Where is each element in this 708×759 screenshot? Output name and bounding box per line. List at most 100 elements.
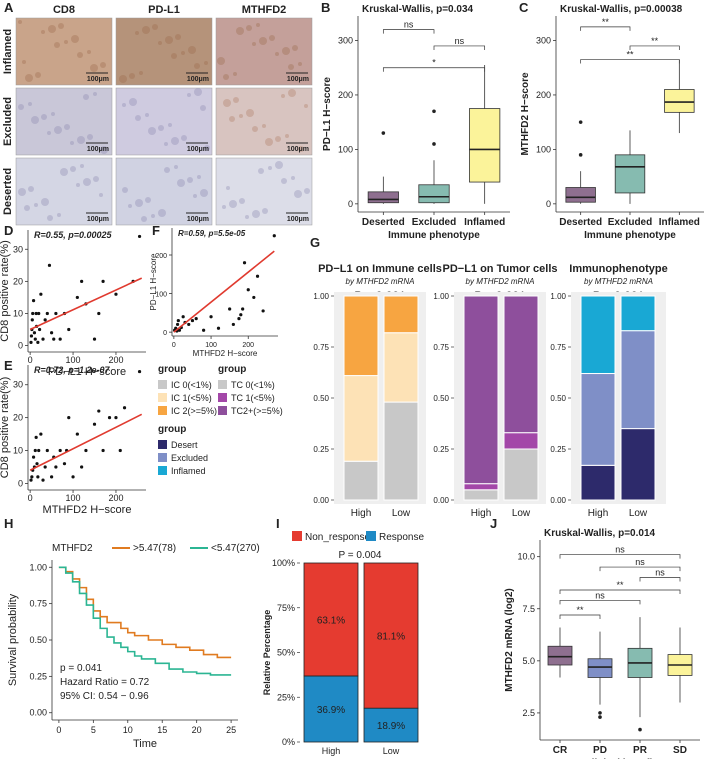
tissue-texture	[31, 116, 39, 124]
data-point	[50, 331, 54, 335]
regression-line	[29, 277, 143, 331]
tissue-texture	[304, 188, 310, 194]
x-tick-label: 5	[91, 725, 96, 735]
chart-title: Kruskal-Wallis, p=0.00038	[560, 4, 683, 15]
data-point	[35, 462, 39, 466]
y-tick-label: 1.00	[29, 562, 47, 572]
correlation-stat: R=0.55, p=0.00025	[34, 230, 113, 240]
tissue-texture	[268, 166, 272, 170]
tissue-texture	[48, 25, 56, 33]
y-tick-label: 0	[348, 199, 353, 209]
y-tick-label: 200	[155, 253, 167, 260]
data-point	[187, 322, 191, 327]
y-tick-label: 10.0	[517, 552, 535, 562]
x-tick-label: High	[471, 508, 492, 519]
tissue-texture	[275, 161, 283, 169]
x-tick-label: 100	[205, 342, 217, 349]
data-point	[37, 448, 41, 453]
tissue-texture	[165, 36, 173, 44]
y-tick-label: 0	[546, 199, 551, 209]
data-point	[75, 295, 79, 300]
chart-subtitle: by MTHFD2 mRNA	[584, 277, 653, 286]
y-tick-label: 0	[163, 330, 167, 337]
tissue-texture	[83, 94, 89, 100]
outlier-point	[432, 109, 436, 114]
data-point	[30, 475, 34, 479]
bar-segment	[463, 483, 499, 491]
tissue-texture	[58, 23, 64, 29]
data-label: 36.9%	[317, 705, 345, 716]
x-tick-label: CR	[553, 745, 568, 756]
tissue-texture	[236, 27, 244, 35]
chart-title: Kruskal-Wallis, p=0.014	[544, 528, 656, 539]
x-tick-label: Inflamed	[659, 217, 700, 228]
tissue-texture	[171, 53, 177, 59]
bar-segment	[383, 401, 419, 501]
x-tick-label: 10	[123, 725, 133, 735]
tissue-texture	[47, 131, 51, 135]
data-point	[107, 416, 112, 420]
y-tick-label: 1.00	[313, 292, 329, 301]
legend-group: group Desert Excluded Inflamed	[158, 424, 208, 476]
legend-group: group TC 0(<1%) TC 1(<5%) TC2+(>=5%)	[218, 364, 283, 416]
panel-letter-D: D	[4, 223, 13, 238]
legend-label: TC 0(<1%)	[231, 380, 275, 390]
bar-segment	[620, 295, 656, 332]
data-point	[41, 478, 45, 482]
scatter-E: 0 10 20 30 0 100 200 R=0.72, p=1.2e-07 MTHFD2 H−…	[0, 365, 146, 516]
y-tick-label: 0.50	[433, 394, 449, 403]
y-axis-title: PD−L1 H−score	[322, 77, 333, 151]
tissue-texture	[256, 23, 260, 27]
data-point	[34, 435, 38, 439]
ihc-image-tile	[115, 87, 213, 156]
legend-swatch	[218, 393, 227, 402]
x-tick-label: High	[322, 746, 341, 756]
y-tick-label: 30	[13, 244, 23, 254]
tissue-texture	[281, 178, 287, 184]
y-tick-label: 100	[338, 144, 353, 154]
tissue-texture	[245, 215, 249, 219]
significance-label: **	[576, 605, 584, 615]
x-tick-label: PR	[633, 745, 648, 756]
y-tick-label: 75%	[277, 603, 295, 613]
data-point	[52, 337, 56, 341]
data-point	[176, 318, 180, 323]
data-point	[97, 311, 101, 316]
y-tick-label: 0.00	[550, 496, 566, 505]
stat-annotation: p = 0.041	[60, 663, 102, 674]
tissue-texture	[76, 183, 80, 187]
data-point	[29, 334, 34, 338]
tissue-texture	[135, 199, 143, 207]
data-point	[97, 409, 101, 413]
box	[565, 187, 596, 203]
tissue-texture	[187, 177, 193, 183]
tissue-texture	[60, 168, 68, 176]
tissue-texture	[288, 64, 294, 70]
tissue-texture	[119, 75, 127, 83]
y-tick-label: 0.25	[433, 445, 449, 454]
data-point	[37, 327, 42, 332]
ihc-image-tile	[215, 87, 313, 156]
significance-bracket	[629, 45, 680, 50]
y-axis-title: MTHFD2 mRNA (log2)	[504, 588, 515, 692]
significance-label: ns	[635, 557, 645, 567]
x-axis-title: Time	[133, 738, 157, 750]
tissue-texture	[294, 190, 302, 198]
data-point	[122, 406, 127, 410]
data-point	[41, 337, 45, 341]
y-axis-title: PD−L1 H−score	[149, 253, 158, 310]
x-tick-label: 0	[172, 342, 176, 349]
y-tick-label: 100	[155, 292, 167, 299]
y-tick-label: 1.00	[433, 292, 449, 301]
y-tick-label: 25%	[277, 692, 295, 702]
tissue-texture	[90, 64, 98, 72]
scale-bar-label: 100μm	[87, 76, 109, 83]
y-tick-label: 100%	[272, 558, 295, 568]
y-tick-label: 0	[18, 341, 23, 351]
tissue-texture	[135, 31, 139, 35]
y-tick-label: 0.00	[433, 496, 449, 505]
tissue-texture	[80, 164, 84, 168]
tissue-texture	[28, 186, 34, 192]
tissue-texture	[41, 114, 47, 120]
tissue-texture	[188, 46, 196, 54]
